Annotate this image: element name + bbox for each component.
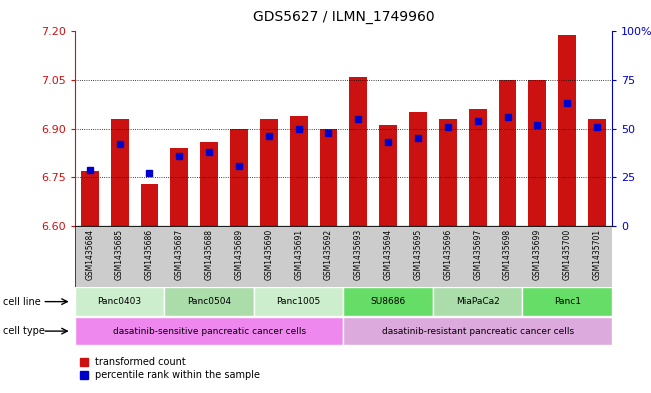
Text: GSM1435700: GSM1435700 xyxy=(562,229,572,280)
Text: GSM1435696: GSM1435696 xyxy=(443,229,452,280)
Text: GSM1435692: GSM1435692 xyxy=(324,229,333,280)
Text: Panc1: Panc1 xyxy=(554,297,581,306)
Bar xyxy=(344,317,612,345)
Bar xyxy=(344,287,433,316)
Bar xyxy=(433,287,522,316)
Bar xyxy=(75,287,164,316)
Text: MiaPaCa2: MiaPaCa2 xyxy=(456,297,499,306)
Text: Panc0504: Panc0504 xyxy=(187,297,231,306)
Bar xyxy=(230,129,248,226)
Bar xyxy=(290,116,307,226)
Bar xyxy=(529,80,546,226)
Legend: transformed count, percentile rank within the sample: transformed count, percentile rank withi… xyxy=(79,357,260,380)
Bar xyxy=(164,287,254,316)
Bar xyxy=(469,109,486,226)
Text: GSM1435688: GSM1435688 xyxy=(204,229,214,280)
Text: GSM1435687: GSM1435687 xyxy=(175,229,184,280)
Text: cell line: cell line xyxy=(3,297,41,307)
Text: SU8686: SU8686 xyxy=(370,297,406,306)
Text: Panc1005: Panc1005 xyxy=(277,297,321,306)
Text: cell type: cell type xyxy=(3,326,45,336)
Bar xyxy=(75,317,344,345)
Bar xyxy=(588,119,606,226)
Bar xyxy=(260,119,278,226)
Text: dasatinib-resistant pancreatic cancer cells: dasatinib-resistant pancreatic cancer ce… xyxy=(381,327,574,336)
Bar xyxy=(439,119,457,226)
Text: GSM1435699: GSM1435699 xyxy=(533,229,542,280)
Text: GSM1435691: GSM1435691 xyxy=(294,229,303,280)
Text: GSM1435698: GSM1435698 xyxy=(503,229,512,280)
Text: GSM1435693: GSM1435693 xyxy=(354,229,363,280)
Text: GSM1435689: GSM1435689 xyxy=(234,229,243,280)
Bar xyxy=(81,171,99,226)
Bar xyxy=(254,287,344,316)
Text: GSM1435694: GSM1435694 xyxy=(383,229,393,280)
Text: GSM1435697: GSM1435697 xyxy=(473,229,482,280)
Bar xyxy=(350,77,367,226)
Bar xyxy=(522,287,612,316)
Text: GSM1435695: GSM1435695 xyxy=(413,229,422,280)
Bar xyxy=(558,35,576,226)
Text: GSM1435685: GSM1435685 xyxy=(115,229,124,280)
Bar xyxy=(111,119,129,226)
Bar xyxy=(320,129,337,226)
Bar xyxy=(379,125,397,226)
Text: Panc0403: Panc0403 xyxy=(98,297,142,306)
Bar xyxy=(499,80,516,226)
Text: GSM1435684: GSM1435684 xyxy=(85,229,94,280)
Text: GSM1435690: GSM1435690 xyxy=(264,229,273,280)
Bar xyxy=(171,148,188,226)
Text: GSM1435701: GSM1435701 xyxy=(592,229,602,280)
Text: GDS5627 / ILMN_1749960: GDS5627 / ILMN_1749960 xyxy=(253,10,434,24)
Text: GSM1435686: GSM1435686 xyxy=(145,229,154,280)
Bar xyxy=(141,184,158,226)
Bar xyxy=(409,112,427,226)
Bar xyxy=(201,141,218,226)
Text: dasatinib-sensitive pancreatic cancer cells: dasatinib-sensitive pancreatic cancer ce… xyxy=(113,327,306,336)
